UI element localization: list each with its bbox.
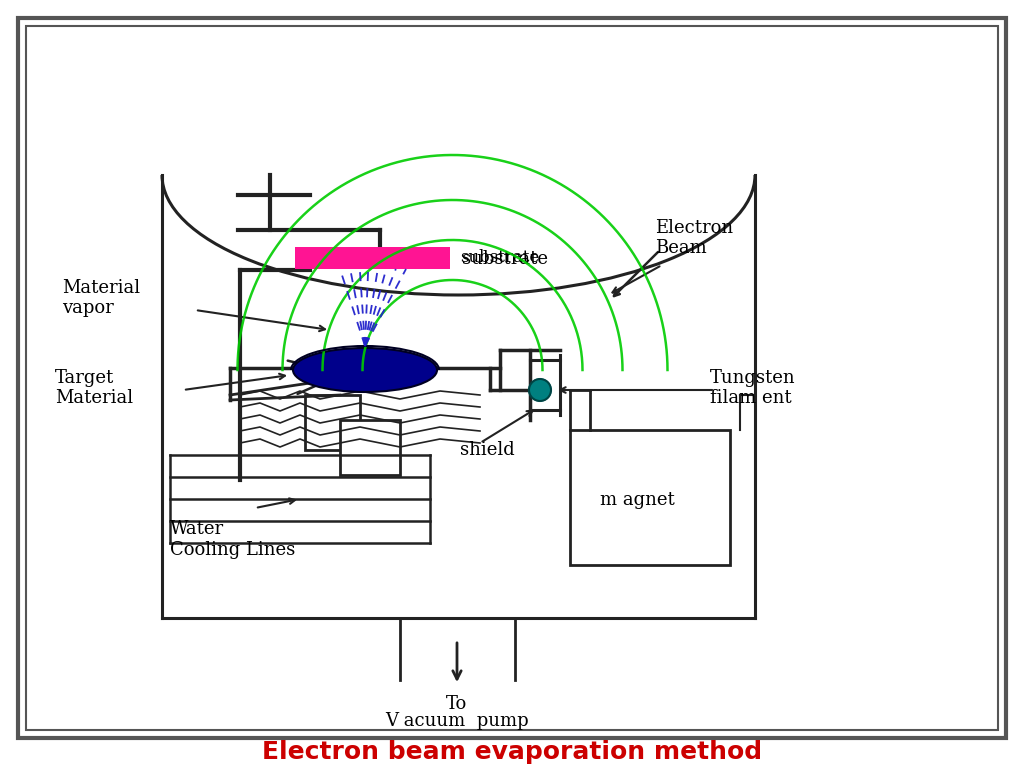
Bar xyxy=(295,247,450,269)
Text: substrate: substrate xyxy=(462,250,548,268)
Text: substrate: substrate xyxy=(460,250,540,266)
Text: To: To xyxy=(446,695,468,713)
Text: Electron beam evaporation method: Electron beam evaporation method xyxy=(262,740,762,764)
Bar xyxy=(340,420,400,475)
Circle shape xyxy=(529,379,551,401)
Text: Electron
Beam: Electron Beam xyxy=(655,219,733,257)
Text: shield: shield xyxy=(460,441,515,459)
Text: Water
Cooling Lines: Water Cooling Lines xyxy=(170,520,295,559)
Text: Material
vapor: Material vapor xyxy=(62,279,140,317)
Ellipse shape xyxy=(293,348,437,392)
Text: m agnet: m agnet xyxy=(600,491,675,509)
Bar xyxy=(163,175,754,617)
Bar xyxy=(305,395,360,450)
Text: V acuum  pump: V acuum pump xyxy=(385,712,528,730)
Text: Target
Material: Target Material xyxy=(55,369,133,407)
Text: Tungsten
filam ent: Tungsten filam ent xyxy=(710,369,796,407)
Bar xyxy=(570,430,730,565)
